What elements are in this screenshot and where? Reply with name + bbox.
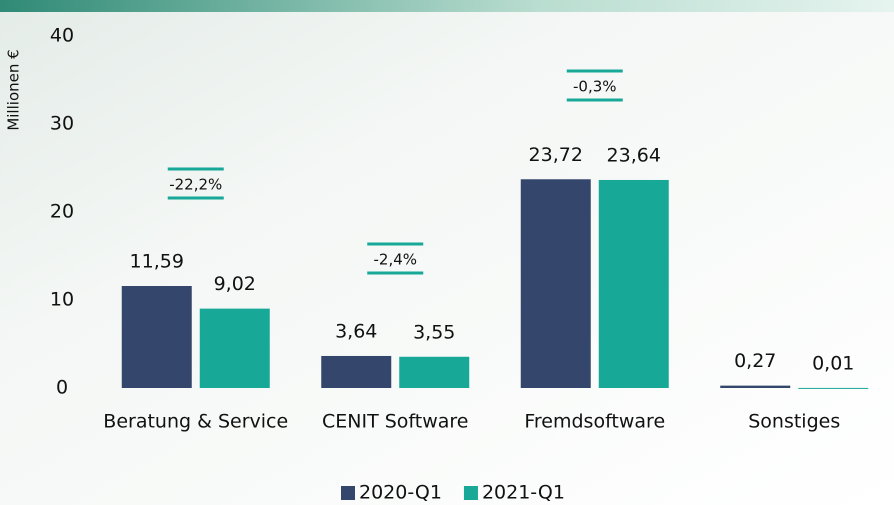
legend-label: 2021-Q1: [482, 482, 565, 504]
x-tick-label: CENIT Software: [322, 411, 469, 433]
annotation: -2,4%: [373, 251, 417, 269]
value-label: 11,59: [130, 251, 184, 273]
x-tick-label: Fremdsoftware: [524, 411, 665, 433]
value-label: 9,02: [214, 273, 256, 295]
y-tick-label: 0: [56, 377, 68, 399]
x-tick-label: Beratung & Service: [103, 411, 288, 433]
bar: [399, 356, 470, 388]
value-label: 23,72: [529, 144, 583, 166]
y-tick-label: 30: [50, 113, 74, 135]
legend-swatch: [341, 486, 355, 500]
value-label: 23,64: [607, 144, 661, 166]
bar: [720, 385, 791, 388]
bar: [598, 179, 669, 388]
value-label: 0,01: [812, 352, 854, 374]
y-tick-label: 40: [50, 25, 74, 47]
value-label: 3,64: [335, 320, 377, 342]
y-axis-label: Millionen €: [5, 49, 23, 130]
top-strip: [0, 0, 894, 12]
bar: [199, 308, 270, 388]
bar: [798, 387, 869, 389]
legend-swatch: [463, 486, 478, 500]
bar: [520, 179, 591, 388]
y-tick-label: 20: [50, 201, 74, 223]
bar: [321, 355, 392, 388]
legend-label: 2020-Q1: [359, 482, 442, 504]
x-tick-label: Sonstiges: [748, 411, 840, 433]
annotation: -22,2%: [169, 176, 222, 194]
annotation: -0,3%: [573, 78, 617, 96]
bar: [121, 286, 192, 388]
value-label: 0,27: [734, 350, 776, 372]
value-label: 3,55: [413, 321, 455, 343]
y-tick-label: 10: [50, 289, 74, 311]
